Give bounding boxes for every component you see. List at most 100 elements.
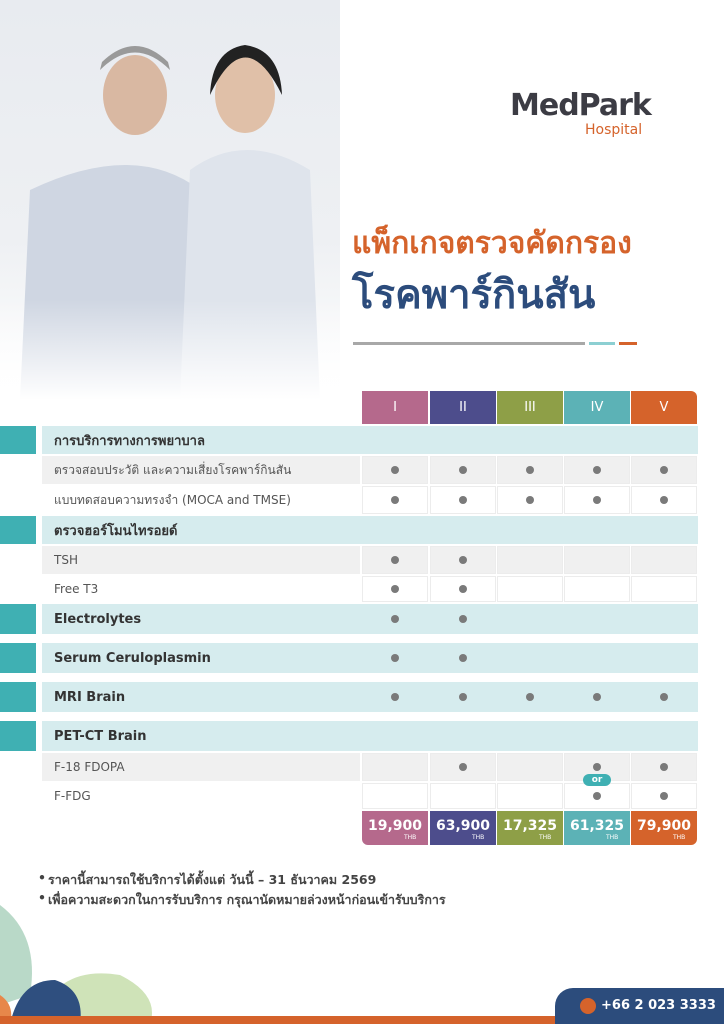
- price-currency: THB: [404, 833, 417, 841]
- section-tab: [0, 516, 36, 544]
- check-dot: [459, 615, 467, 623]
- check-dot: [593, 693, 601, 701]
- title-line: โรคพาร์กินสัน: [352, 272, 596, 318]
- check-dot: [391, 556, 399, 564]
- item-row: [42, 753, 360, 781]
- brand-sub: Hospital: [585, 122, 643, 138]
- check-dot: [391, 615, 399, 623]
- section-row: [42, 643, 698, 673]
- item-row: [42, 546, 360, 574]
- check-dot: [660, 792, 668, 800]
- check-dot: [660, 496, 668, 504]
- item-cell: [631, 456, 697, 484]
- column-header: IV: [564, 391, 630, 424]
- footer-strip: [0, 1016, 724, 1024]
- check-dot: [459, 466, 467, 474]
- check-dot: [459, 763, 467, 771]
- price-cell: [362, 811, 428, 845]
- price-cell: [430, 811, 496, 845]
- check-dot: [593, 763, 601, 771]
- photo-illustration: [0, 45, 340, 400]
- item-cell: [631, 546, 697, 574]
- check-dot: [391, 496, 399, 504]
- check-dot: [459, 654, 467, 662]
- check-dot: [459, 556, 467, 564]
- divider: [589, 342, 615, 345]
- leaf-decoration: [0, 905, 152, 1024]
- check-dot: [391, 654, 399, 662]
- price-cell: [564, 811, 630, 845]
- check-dot: [660, 466, 668, 474]
- check-dot: [526, 466, 534, 474]
- price-currency: THB: [472, 833, 485, 841]
- price-currency: THB: [673, 833, 686, 841]
- column-header: III: [497, 391, 563, 424]
- check-dot: [391, 693, 399, 701]
- price-cell: [497, 811, 563, 845]
- phone-icon: [580, 998, 596, 1014]
- section-row: [42, 682, 698, 712]
- check-dot: [526, 693, 534, 701]
- note: เพื่อความสะดวกในการรับบริการ กรุณานัดหมา…: [38, 890, 446, 910]
- item-row: [42, 456, 360, 484]
- check-dot: [593, 496, 601, 504]
- note: ราคานี้สามารถใช้บริการได้ตั้งแต่ วันนี้ …: [38, 870, 376, 890]
- section-label: PET-CT Brain: [54, 728, 147, 744]
- item-cell: [430, 783, 496, 809]
- item-row: [42, 783, 360, 809]
- price: 61,325: [569, 818, 625, 834]
- price: 63,900: [435, 818, 491, 834]
- item-label: F-18 FDOPA: [54, 760, 125, 774]
- section-label: การบริการทางการพยาบาล: [54, 433, 205, 449]
- item-row: [42, 576, 360, 602]
- hero-photo: [0, 0, 340, 400]
- item-cell: [497, 546, 563, 574]
- item-cell: [362, 753, 428, 781]
- section-row: [42, 426, 698, 454]
- price-cell: [631, 811, 697, 845]
- item-cell: [564, 576, 630, 602]
- column-header: II: [430, 391, 496, 424]
- or-badge: or: [583, 774, 611, 786]
- section-row: [42, 721, 698, 751]
- section-label: Serum Ceruloplasmin: [54, 650, 211, 666]
- column-header: I: [362, 391, 428, 424]
- item-cell: [362, 783, 428, 809]
- check-dot: [459, 693, 467, 701]
- section-tab: [0, 643, 36, 673]
- item-row: [42, 486, 360, 514]
- section-tab: [0, 721, 36, 751]
- phone-number: +66 2 023 3333: [601, 998, 716, 1013]
- check-dot: [459, 585, 467, 593]
- check-dot: [391, 585, 399, 593]
- check-dot: [391, 466, 399, 474]
- check-dot: [660, 763, 668, 771]
- price: 79,900: [636, 818, 692, 834]
- divider: [353, 342, 585, 345]
- check-dot: [660, 693, 668, 701]
- price-currency: THB: [606, 833, 619, 841]
- item-cell: [497, 753, 563, 781]
- section-tab: [0, 682, 36, 712]
- item-cell: [631, 753, 697, 781]
- item-label: แบบทดสอบความทรงจำ (MOCA and TMSE): [54, 492, 291, 507]
- price: 19,900: [367, 818, 423, 834]
- section-tab: [0, 426, 36, 454]
- item-cell: [497, 783, 563, 809]
- check-dot: [593, 792, 601, 800]
- section-label: Electrolytes: [54, 611, 142, 627]
- item-cell: [564, 546, 630, 574]
- section-row: [42, 604, 698, 634]
- item-label: TSH: [54, 553, 78, 567]
- item-cell: [631, 576, 697, 602]
- price-currency: THB: [539, 833, 552, 841]
- column-header: V: [631, 391, 697, 424]
- section-tab: [0, 604, 36, 634]
- check-dot: [459, 496, 467, 504]
- section-row: [42, 516, 698, 544]
- check-dot: [526, 496, 534, 504]
- divider: [619, 342, 637, 345]
- item-label: Free T3: [54, 582, 99, 596]
- item-cell: [497, 576, 563, 602]
